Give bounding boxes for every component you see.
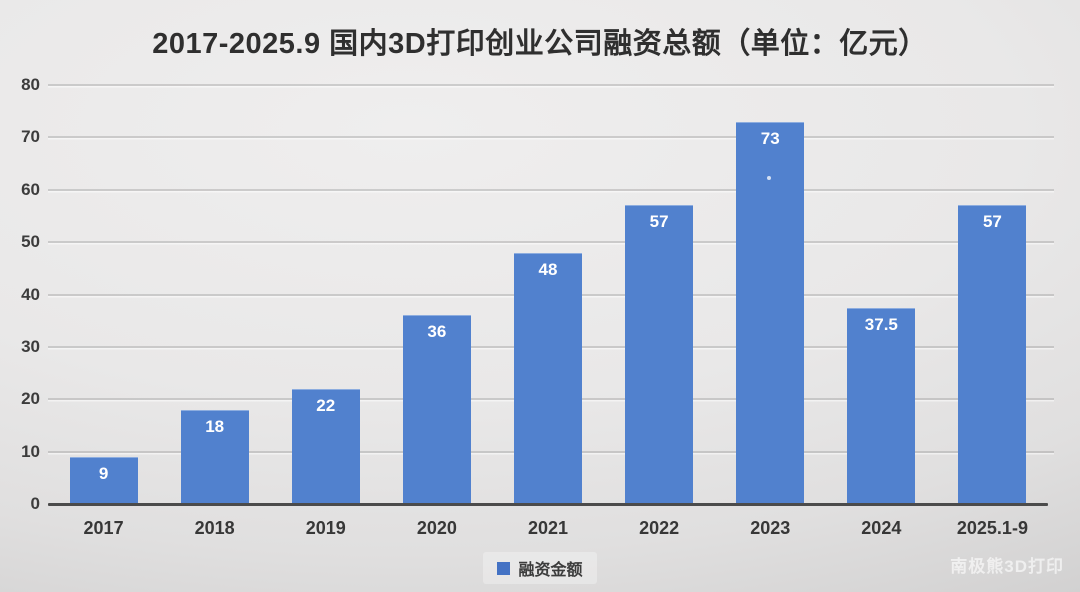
- bar-value-2021: 48: [538, 259, 558, 279]
- bar-2024: 37.5: [847, 307, 916, 504]
- legend: 融资金额: [0, 552, 1080, 584]
- y-tick-40: 40: [21, 284, 40, 304]
- photo-artifact-speck: [767, 176, 771, 180]
- y-tick-60: 60: [21, 179, 40, 199]
- x-label-2022: 2022: [639, 518, 680, 538]
- gridline-80: [48, 84, 1054, 86]
- bar-value-2024: 37.5: [864, 314, 898, 334]
- y-tick-0: 0: [30, 494, 40, 513]
- x-label-2021: 2021: [527, 518, 569, 538]
- bar-value-2020: 36: [427, 322, 447, 342]
- bar-value-2017: 9: [98, 463, 109, 483]
- gridline-70: [48, 136, 1054, 139]
- x-label-2020: 2020: [416, 518, 457, 538]
- chart-title: 2017-2025.9 国内3D打印创业公司融资总额（单位：亿元）: [152, 28, 928, 60]
- x-label-2023: 2023: [750, 518, 791, 538]
- y-tick-30: 30: [21, 336, 40, 356]
- bar-value-2025.1-9: 57: [982, 212, 1002, 232]
- bar-2025.1-9: 57: [958, 205, 1027, 504]
- watermark: 南极熊3D打印: [950, 557, 1064, 576]
- bar-2019: 22: [291, 388, 360, 504]
- y-tick-10: 10: [21, 441, 40, 461]
- y-tick-50: 50: [21, 232, 40, 252]
- bar-value-2018: 18: [205, 416, 225, 436]
- bar-value-2023: 73: [760, 128, 780, 148]
- bar-2020: 36: [402, 315, 471, 504]
- legend-entry: 融资金额: [483, 552, 597, 584]
- y-tick-80: 80: [21, 75, 40, 94]
- bar-2018: 18: [180, 409, 249, 504]
- bar-2017: 9: [69, 456, 138, 504]
- x-axis-line: [48, 503, 1048, 506]
- x-label-2025.1-9: 2025.1-9: [956, 518, 1028, 538]
- gridline-50: [48, 241, 1054, 244]
- y-tick-20: 20: [21, 389, 40, 409]
- bar-2022: 57: [625, 205, 694, 504]
- legend-label: 融资金额: [518, 562, 583, 579]
- bar-2023: 73: [736, 121, 805, 504]
- x-label-2019: 2019: [305, 518, 346, 538]
- x-label-2024: 2024: [861, 518, 902, 538]
- x-label-2017: 2017: [83, 518, 124, 538]
- gridline-60: [48, 188, 1054, 191]
- bar-value-2022: 57: [649, 212, 669, 232]
- legend-swatch-icon: [497, 561, 511, 575]
- y-tick-70: 70: [21, 127, 40, 147]
- bar-value-2019: 22: [316, 395, 336, 415]
- x-label-2018: 2018: [194, 518, 235, 538]
- bar-2021: 48: [514, 252, 582, 504]
